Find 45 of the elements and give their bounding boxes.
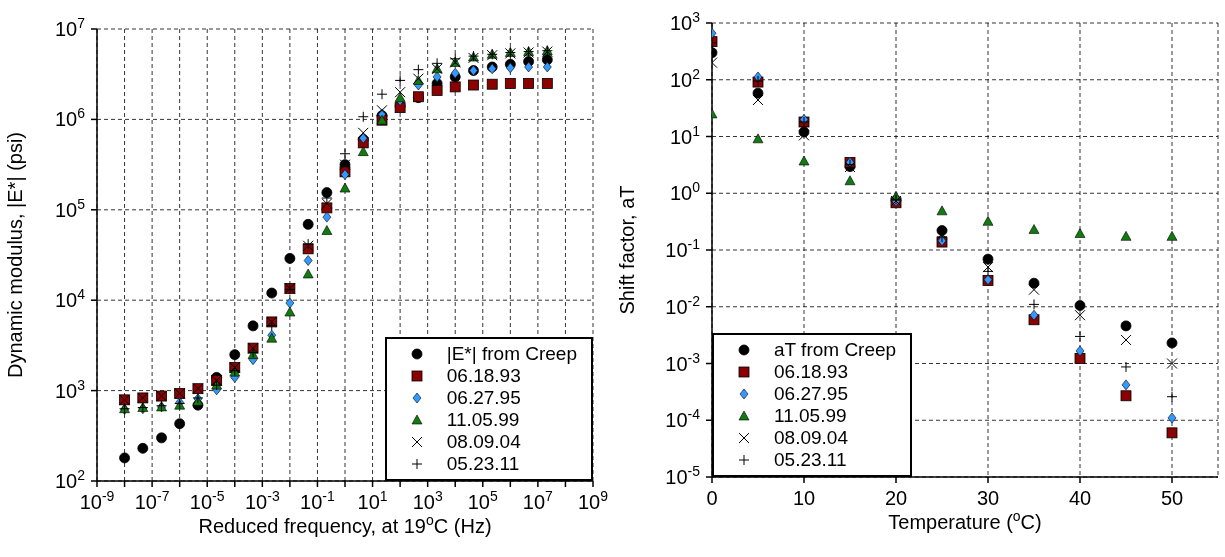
x-tick-label: 10$^{9}$: [577, 488, 609, 513]
y-tick-label: 10$^{4}$: [54, 286, 86, 312]
x-tick-label: 10$^{-7}$: [134, 488, 170, 513]
legend-label: 05.23.11: [774, 449, 847, 471]
x-tick-label: 40: [1068, 487, 1092, 509]
y-axis-title: Shift factor, aT: [616, 185, 638, 315]
x-tick-label: 20: [884, 487, 908, 509]
y-tick-label: 10$^{6}$: [54, 105, 86, 131]
y-tick-label: 10$^{0}$: [669, 179, 701, 205]
legend-label: 06.18.93: [446, 365, 521, 387]
legend-label: 06.18.93: [774, 361, 848, 383]
legend-label: 08.09.04: [774, 427, 848, 449]
legend-label: 08.09.04: [446, 431, 521, 453]
y-axis-title: Dynamic modulus, |E*| (psi): [4, 131, 26, 379]
legend-label: 05.23.11: [446, 453, 520, 475]
y-tick-label: 10$^{-4}$: [665, 406, 701, 432]
y-tick-label: 10$^{1}$: [669, 122, 701, 148]
y-tick-label: 10$^{-1}$: [665, 236, 701, 261]
x-axis-title: Temperature ($^{o}$C): [888, 508, 1042, 533]
x-tick-label: 10$^{-5}$: [189, 488, 225, 513]
x-axis-title: Reduced frequency, at 19$^{o}$C (Hz): [198, 512, 492, 537]
y-tick-label: 10$^{5}$: [54, 195, 86, 221]
y-tick-label: 10$^{3}$: [669, 9, 701, 34]
y-tick-label: 10$^{-2}$: [665, 292, 701, 318]
y-tick-label: 10$^{7}$: [54, 15, 86, 40]
y-tick-label: 10$^{3}$: [54, 376, 86, 402]
y-tick-label: 10$^{-5}$: [665, 463, 701, 488]
legend-label: 11.05.99: [446, 409, 520, 431]
x-tick-label: 10: [792, 487, 816, 509]
x-tick-label: 50: [1160, 487, 1184, 509]
y-tick-label: 10$^{2}$: [669, 65, 701, 91]
legend-label: 06.27.95: [774, 383, 848, 405]
x-tick-label: 10$^{7}$: [522, 488, 554, 513]
x-tick-label: 10$^{-3}$: [244, 488, 280, 513]
x-tick-label: 10$^{5}$: [467, 488, 498, 513]
x-tick-label: 10$^{1}$: [357, 488, 388, 513]
legend-label: 06.27.95: [446, 387, 521, 409]
legend-label: |E*| from Creep: [446, 343, 577, 365]
x-tick-label: 10$^{-1}$: [300, 488, 336, 513]
x-tick-label: 30: [976, 487, 1000, 509]
legend-label: aT from Creep: [774, 339, 897, 361]
y-tick-label: 10$^{-3}$: [665, 349, 701, 375]
x-tick-label: 0: [706, 487, 718, 509]
x-tick-label: 10$^{3}$: [412, 488, 443, 513]
legend-label: 11.05.99: [774, 405, 847, 427]
